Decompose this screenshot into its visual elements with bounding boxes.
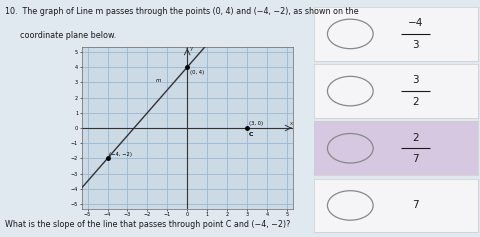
Text: (0, 4): (0, 4)	[190, 70, 204, 75]
Text: (−4, −2): (−4, −2)	[109, 152, 132, 157]
Text: What is the slope of the line that passes through point C and (−4, −2)?: What is the slope of the line that passe…	[5, 220, 290, 229]
Text: 10.  The graph of Line m passes through the points (0, 4) and (−4, −2), as shown: 10. The graph of Line m passes through t…	[5, 7, 359, 16]
Text: coordinate plane below.: coordinate plane below.	[5, 31, 116, 40]
Text: 2: 2	[412, 132, 419, 142]
Text: 3: 3	[412, 40, 419, 50]
Text: m: m	[156, 78, 161, 83]
Text: 2: 2	[412, 97, 419, 107]
Text: C: C	[249, 132, 253, 137]
Text: −4: −4	[408, 18, 423, 28]
Text: 7: 7	[412, 154, 419, 164]
Text: 3: 3	[412, 75, 419, 85]
Text: y: y	[190, 46, 193, 51]
Text: (3, 0): (3, 0)	[249, 121, 263, 126]
Text: x: x	[290, 121, 293, 126]
Text: 7: 7	[412, 201, 419, 210]
